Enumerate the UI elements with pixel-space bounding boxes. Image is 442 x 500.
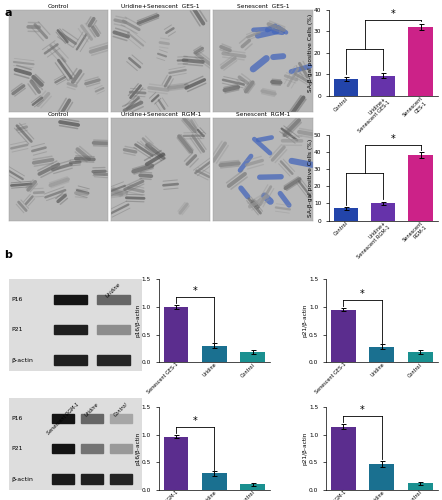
Text: b: b [4,250,12,260]
Bar [408,484,433,490]
Bar [98,295,130,304]
Text: *: * [390,9,395,19]
Text: Control: Control [113,401,129,417]
Bar [370,464,394,490]
Bar [240,484,265,490]
Bar [81,444,103,454]
Bar [164,307,188,362]
Bar [408,155,433,220]
Bar [371,76,396,96]
Title: Control: Control [48,4,69,9]
Text: *: * [360,405,365,415]
Bar [81,474,103,484]
Bar [331,310,356,362]
Text: β-actin: β-actin [11,476,34,482]
Title: Uridine+Senescent  RGM-1: Uridine+Senescent RGM-1 [121,112,201,117]
Y-axis label: p21/β-actin: p21/β-actin [303,304,308,338]
Title: Senescent  GES-1: Senescent GES-1 [237,4,289,9]
Bar [110,444,132,454]
Text: Senescent RGM-1: Senescent RGM-1 [46,401,80,435]
Title: Senescent  RGM-1: Senescent RGM-1 [236,112,290,117]
Bar [54,356,87,364]
Bar [408,352,433,362]
Bar [110,414,132,423]
Text: a: a [4,8,12,18]
Bar [98,325,130,334]
Y-axis label: p21/β-actin: p21/β-actin [303,432,308,466]
Text: Uridine: Uridine [84,401,100,417]
Y-axis label: p16/β-actin: p16/β-actin [135,304,140,338]
Bar [334,78,358,96]
Bar [53,444,74,454]
Text: P21: P21 [11,328,23,332]
Y-axis label: SA-β-gal positive Cells (%): SA-β-gal positive Cells (%) [308,138,312,216]
Bar [110,474,132,484]
Bar [370,346,394,362]
Bar [334,208,358,220]
Text: P21: P21 [11,446,23,452]
Text: *: * [360,289,365,299]
Bar [331,426,356,490]
Bar [202,346,227,362]
Y-axis label: SA-β-gal positive Cells (%): SA-β-gal positive Cells (%) [308,14,312,92]
Bar [53,474,74,484]
Bar [54,325,87,334]
Text: P16: P16 [11,416,23,421]
Bar [408,27,433,96]
Bar [164,436,188,490]
Bar [98,356,130,364]
Text: P16: P16 [11,297,23,302]
Text: β-actin: β-actin [11,358,34,362]
Bar [202,474,227,490]
Text: Uridine: Uridine [105,282,122,299]
Bar [371,204,396,220]
Title: Uridine+Senescent  GES-1: Uridine+Senescent GES-1 [122,4,200,9]
Bar [81,414,103,423]
Bar [53,414,74,423]
Text: *: * [193,286,198,296]
Title: Control: Control [48,112,69,117]
Text: *: * [390,134,395,143]
Bar [54,295,87,304]
Bar [240,352,265,362]
Text: *: * [193,416,198,426]
Y-axis label: p16/β-actin: p16/β-actin [135,432,140,466]
